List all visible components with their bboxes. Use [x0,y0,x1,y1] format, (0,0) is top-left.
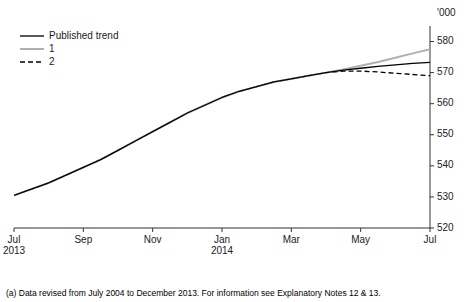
y-axis-line [430,26,431,228]
x-tick [152,228,153,232]
footnote: (a) Data revised from July 2004 to Decem… [6,288,381,298]
legend-swatch [20,61,44,62]
x-tick [430,228,431,232]
x-tick-label: Sep [74,234,92,245]
legend-label: 1 [49,43,55,54]
x-tick [222,228,223,232]
x-tick [360,228,361,232]
y-tick-label: 540 [437,159,454,170]
x-tick-label: Mar [283,234,301,245]
y-tick [430,41,434,42]
legend: Published trend 1 2 [20,30,119,67]
x-tick-label: May [351,234,370,245]
y-tick-label: 550 [437,128,454,139]
y-tick-label: 570 [437,66,454,77]
y-tick [430,165,434,166]
x-tick-label-line: Jan [214,234,230,245]
x-tick-label: Jul2013 [3,234,26,256]
series-line [14,49,430,195]
x-tick-label-line: Jul [8,234,21,245]
x-tick-label-line: Sep [74,234,92,245]
x-tick [291,228,292,232]
x-tick-label-line: Nov [144,234,162,245]
legend-swatch [20,35,44,36]
x-tick-label-line: Mar [283,234,301,245]
y-tick-label: 520 [437,222,454,233]
legend-swatch [20,48,44,50]
x-tick-label-line: Jul [424,234,437,245]
x-tick-label-line: May [351,234,370,245]
y-tick-label: 560 [437,97,454,108]
y-tick [430,228,434,229]
x-tick-label: Jul [424,234,437,245]
series-line [14,62,430,195]
legend-label: Published trend [49,30,119,41]
chart: 520530540550560570580Jul2013SepNovJan201… [0,0,472,302]
x-tick [14,228,15,232]
x-tick-label: Nov [144,234,162,245]
y-tick [430,196,434,197]
y-axis-label: '000 [437,7,456,18]
x-tick-label-line: 2014 [211,245,234,256]
y-tick-label: 530 [437,191,454,202]
y-tick [430,72,434,73]
y-tick-label: 580 [437,35,454,46]
y-tick [430,103,434,104]
y-tick [430,134,434,135]
x-tick-label-line: 2013 [3,245,26,256]
plot-lines [14,49,430,195]
x-tick [83,228,84,232]
x-tick-label: Jan2014 [211,234,234,256]
legend-label: 2 [49,56,55,67]
series-line [14,71,430,195]
